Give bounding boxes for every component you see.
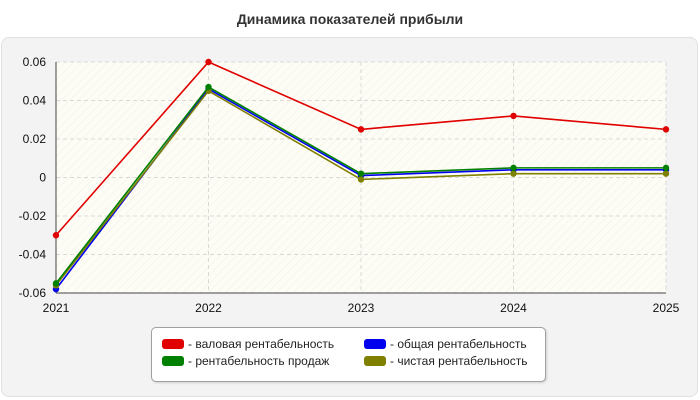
legend-swatch-gross-margin	[162, 339, 184, 349]
series-point	[357, 170, 365, 177]
legend-swatch-overall-margin	[364, 339, 386, 349]
chart-legend: - валовая рентабельность - общая рентабе…	[151, 327, 546, 382]
y-tick-label: 0	[39, 171, 46, 185]
legend-label-overall-margin: - общая рентабельность	[390, 337, 527, 351]
x-tick-label: 2022	[195, 301, 222, 315]
series-point	[510, 112, 517, 120]
series-point	[205, 83, 212, 91]
legend-label-net-margin: - чистая рентабельность	[390, 354, 528, 368]
y-tick-label: -0.02	[19, 209, 47, 223]
legend-swatch-net-margin	[364, 356, 386, 366]
series-point	[510, 170, 517, 177]
series-point	[52, 232, 60, 239]
series-point	[662, 126, 670, 133]
series-point	[52, 280, 60, 287]
y-tick-label: 0.06	[23, 55, 47, 69]
series-point	[662, 164, 670, 172]
x-tick-label: 2021	[43, 301, 70, 315]
x-tick-label: 2023	[348, 301, 375, 315]
series-point	[205, 58, 212, 66]
legend-item-overall-margin: - общая рентабельность	[364, 336, 527, 352]
series-point	[357, 176, 365, 183]
y-tick-label: 0.02	[23, 132, 47, 146]
legend-item-gross-margin: - валовая рентабельность	[162, 336, 334, 352]
legend-label-gross-margin: - валовая рентабельность	[188, 337, 335, 351]
y-tick-label: -0.04	[19, 248, 47, 262]
legend-item-sales-margin: - рентабельность продаж	[162, 353, 329, 369]
y-tick-label: 0.04	[23, 94, 47, 108]
legend-label-sales-margin: - рентабельность продаж	[188, 354, 330, 368]
x-tick-label: 2024	[500, 301, 527, 315]
legend-swatch-sales-margin	[162, 356, 184, 366]
y-tick-label: -0.06	[19, 286, 47, 300]
legend-item-net-margin: - чистая рентабельность	[364, 353, 527, 369]
series-point	[510, 164, 517, 172]
chart-title: Динамика показателей прибыли	[236, 11, 464, 27]
series-point	[662, 170, 670, 177]
x-tick-label: 2025	[653, 301, 680, 315]
series-point	[357, 126, 365, 133]
